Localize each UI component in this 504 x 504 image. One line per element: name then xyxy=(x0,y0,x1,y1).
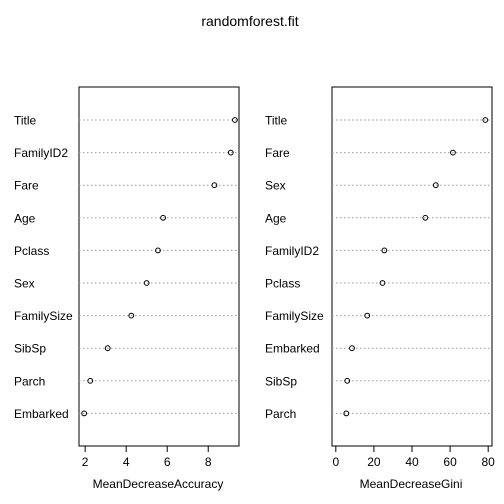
gini-x-tick-label: 40 xyxy=(405,455,419,469)
gini-x-tick-label: 80 xyxy=(482,455,496,469)
accuracy-point-embarked xyxy=(81,410,88,417)
gini-category-label: FamilySize xyxy=(265,309,324,323)
gini-x-tick-label: 60 xyxy=(443,455,457,469)
accuracy-point-familysize xyxy=(128,312,135,319)
gini-point-pclass xyxy=(379,280,386,286)
chart-title: randomforest.fit xyxy=(201,13,298,29)
gini-point-embarked xyxy=(349,345,355,352)
gini-point-familyid2 xyxy=(381,247,388,254)
accuracy-point-age xyxy=(160,214,167,221)
gini-category-label: Age xyxy=(265,211,287,225)
accuracy-point-fare xyxy=(211,182,218,189)
accuracy-point-sibsp xyxy=(104,345,111,352)
accuracy-point-sex xyxy=(143,280,150,286)
accuracy-point-title xyxy=(231,117,238,123)
gini-category-label: SibSp xyxy=(265,374,297,388)
accuracy-category-label: Sex xyxy=(14,277,35,291)
accuracy-category-label: Pclass xyxy=(14,244,49,258)
accuracy-category-label: FamilySize xyxy=(14,309,73,323)
gini-category-label: Embarked xyxy=(265,342,320,356)
gini-point-parch xyxy=(343,410,350,417)
accuracy-category-label: Age xyxy=(14,211,36,225)
accuracy-category-label: Title xyxy=(14,114,37,128)
accuracy-panel: MeanDecreaseAccuracy Title FamilyID2 Fare A… xyxy=(14,86,240,491)
accuracy-x-tick-label: 4 xyxy=(123,455,130,469)
accuracy-point-pclass xyxy=(155,247,161,254)
accuracy-category-label: Parch xyxy=(14,374,45,388)
gini-point-age xyxy=(422,214,429,221)
gini-category-label: Pclass xyxy=(265,277,300,291)
gini-x-tick-label: 20 xyxy=(367,455,381,469)
accuracy-x-tick-label: 6 xyxy=(164,455,171,469)
gini-point-sex xyxy=(432,182,439,189)
accuracy-category-label: SibSp xyxy=(14,342,46,356)
gini-point-sibsp xyxy=(344,377,351,384)
accuracy-category-label: Fare xyxy=(14,179,39,193)
gini-point-familysize xyxy=(364,312,371,319)
gini-category-label: FamilyID2 xyxy=(265,244,319,258)
gini-category-label: Title xyxy=(265,114,288,128)
accuracy-x-tick-label: 2 xyxy=(82,455,89,469)
gini-category-label: Sex xyxy=(265,179,286,193)
accuracy-point-familyid2 xyxy=(227,149,234,156)
accuracy-point-parch xyxy=(87,377,94,384)
gini-x-label: MeanDecreaseGini xyxy=(360,477,463,491)
accuracy-x-tick-label: 8 xyxy=(205,455,212,469)
gini-point-title xyxy=(482,117,489,123)
gini-panel: MeanDecreaseGini Title Fare Sex Age FamilyID… xyxy=(265,86,496,491)
gini-category-label: Parch xyxy=(265,407,296,421)
accuracy-plot-frame xyxy=(78,86,240,447)
gini-x-tick-label: 0 xyxy=(332,455,339,469)
gini-plot-frame xyxy=(331,86,493,447)
accuracy-category-label: Embarked xyxy=(14,407,69,421)
accuracy-category-label: FamilyID2 xyxy=(14,146,68,160)
gini-point-fare xyxy=(450,149,456,156)
accuracy-x-label: MeanDecreaseAccuracy xyxy=(93,477,224,491)
gini-category-label: Fare xyxy=(265,146,290,160)
